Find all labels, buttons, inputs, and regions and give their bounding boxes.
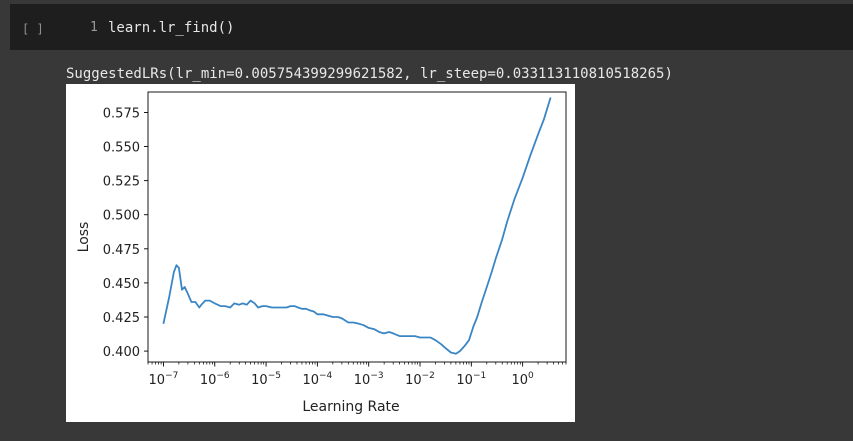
x-axis-label: Learning Rate	[302, 399, 399, 415]
line-number: 1	[90, 20, 98, 35]
x-tick-label: 10−4	[302, 371, 332, 388]
plot-frame	[147, 91, 567, 363]
cell-output-text: SuggestedLRs(lr_min=0.005754399299621582…	[66, 66, 673, 82]
y-tick-label: 0.500	[103, 209, 140, 224]
y-tick-label: 0.575	[103, 106, 140, 121]
y-axis-label: Loss	[76, 222, 92, 253]
x-tick-label: 10−1	[456, 371, 486, 388]
x-tick-label: 10−3	[354, 371, 384, 388]
y-tick-label: 0.425	[103, 311, 140, 326]
x-tick-label: 10−7	[149, 371, 179, 388]
x-tick-label: 10−2	[405, 371, 435, 388]
lr-find-plot: 0.400 0.425 0.450 0.475 0.500 0.525 0.550 0.575…	[66, 84, 575, 422]
x-tick-label: 100	[511, 371, 534, 388]
y-tick-label: 0.475	[103, 243, 140, 258]
code-editor-line[interactable]: learn.lr_find()	[108, 20, 235, 36]
code-input-row[interactable]: [ ] 1 learn.lr_find()	[10, 4, 853, 50]
y-tick-label: 0.525	[103, 175, 140, 190]
run-cell-button[interactable]: [ ]	[22, 22, 44, 36]
y-tick-label: 0.450	[103, 277, 140, 292]
loss-series-line	[162, 97, 552, 355]
y-tick-label: 0.550	[103, 141, 140, 156]
x-tick-label: 10−5	[251, 371, 281, 388]
chart-svg: 0.400 0.425 0.450 0.475 0.500 0.525 0.550 0.575…	[76, 91, 567, 415]
x-tick-label: 10−6	[200, 371, 230, 388]
y-tick-label: 0.400	[103, 345, 140, 360]
